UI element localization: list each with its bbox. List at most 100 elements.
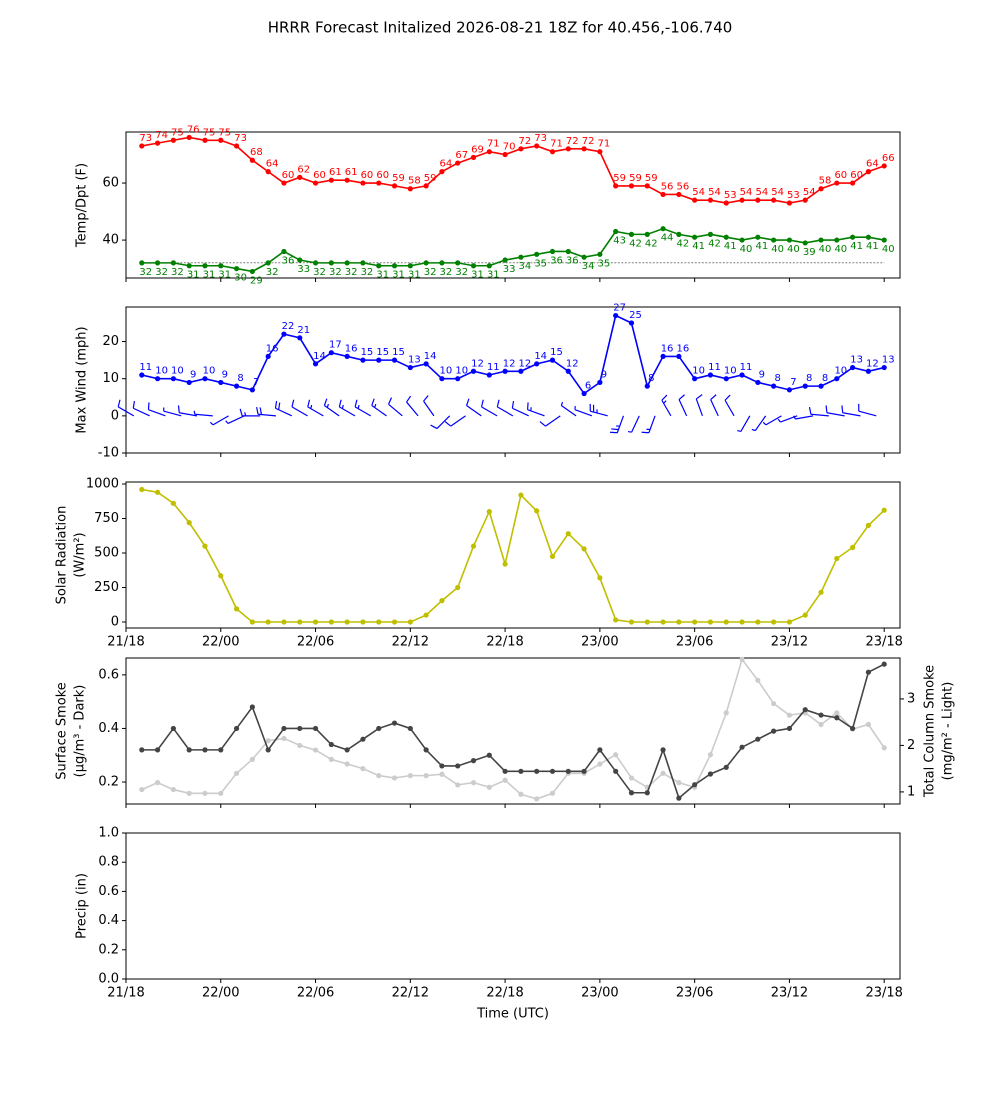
data-label: 60: [850, 170, 863, 181]
series-line: [141, 136, 885, 204]
data-label: 59: [645, 173, 658, 184]
data-point: [565, 368, 571, 374]
data-label: 16: [266, 343, 279, 354]
data-label: 9: [190, 369, 196, 380]
data-point: [818, 237, 824, 243]
data-label: 40: [787, 244, 800, 255]
data-point: [534, 251, 540, 257]
data-label: 32: [155, 267, 168, 278]
data-point: [312, 725, 319, 732]
wind-barb: [793, 415, 814, 420]
data-point: [360, 619, 366, 625]
data-label: 31: [408, 270, 421, 281]
data-point: [692, 376, 698, 382]
data-point: [233, 770, 240, 776]
data-label: 9: [601, 369, 607, 380]
data-point: [739, 619, 745, 625]
data-point: [865, 234, 872, 240]
data-label: 68: [250, 147, 263, 158]
data-point: [565, 146, 571, 152]
data-point: [676, 191, 682, 198]
data-point: [391, 357, 398, 363]
data-label: 9: [222, 369, 228, 380]
data-label: 40: [740, 244, 753, 255]
data-point: [644, 183, 650, 189]
data-point: [518, 768, 524, 774]
data-point: [502, 561, 508, 567]
data-label: 41: [850, 241, 863, 252]
x-tick-label: 23/12: [771, 635, 808, 650]
data-point: [439, 598, 445, 604]
data-label: 17: [329, 340, 342, 351]
data-point: [407, 263, 413, 269]
data-label: 32: [455, 267, 468, 278]
data-label: 60: [361, 170, 374, 181]
data-label: 32: [313, 267, 326, 278]
wind-barb: [465, 398, 482, 417]
wind-barb: [444, 415, 466, 427]
data-label: 10: [203, 366, 216, 377]
data-point: [581, 254, 587, 260]
y-tick-label: -10: [98, 446, 119, 461]
data-point: [502, 151, 508, 158]
data-point: [739, 744, 745, 750]
series-line: [141, 663, 885, 800]
series-line: [141, 488, 885, 623]
data-point: [534, 768, 540, 774]
data-label: 60: [282, 170, 295, 181]
data-point: [376, 773, 382, 779]
data-label: 10: [455, 366, 468, 377]
data-point: [755, 736, 761, 742]
data-point: [723, 764, 729, 770]
data-point: [834, 555, 840, 562]
data-label: 32: [345, 267, 358, 278]
data-label: 11: [740, 362, 753, 373]
data-point: [818, 589, 824, 595]
data-point: [613, 312, 619, 319]
data-point: [139, 747, 145, 753]
data-label: 40: [882, 244, 895, 255]
data-label: 14: [313, 351, 326, 362]
data-point: [597, 747, 603, 753]
data-point: [660, 770, 666, 776]
data-label: 69: [471, 144, 484, 155]
data-label: 10: [724, 366, 737, 377]
data-point: [154, 376, 161, 382]
data-point: [202, 376, 208, 382]
data-point: [328, 177, 334, 183]
data-point: [755, 619, 761, 625]
data-label: 61: [345, 167, 358, 178]
x-tick-label: 22/12: [392, 635, 429, 650]
data-point: [549, 357, 556, 363]
data-label: 67: [455, 150, 468, 161]
data-point: [818, 383, 824, 389]
data-label: 12: [503, 358, 516, 369]
data-point: [786, 725, 793, 732]
data-point: [360, 180, 366, 186]
y-tick-label: 0.2: [98, 942, 119, 957]
data-point: [233, 606, 240, 612]
data-point: [218, 137, 224, 143]
data-label: 15: [550, 347, 563, 358]
data-point: [312, 180, 319, 186]
x-tick-label: 22/18: [486, 986, 523, 1001]
y-tick-label: 0.6: [98, 667, 119, 682]
data-label: 8: [648, 373, 654, 384]
data-label: 42: [676, 238, 689, 249]
data-point: [186, 747, 192, 753]
data-label: 31: [471, 270, 484, 281]
y-axis-label: Temp/Dpt (F): [75, 163, 90, 248]
data-label: 62: [297, 164, 310, 175]
data-point: [518, 492, 524, 498]
data-point: [628, 790, 635, 796]
y-tick-label: 0: [111, 408, 119, 423]
data-point: [881, 364, 887, 371]
data-point: [565, 531, 571, 537]
data-label: 58: [819, 176, 832, 187]
data-point: [139, 372, 145, 378]
data-point: [202, 137, 208, 143]
data-point: [581, 546, 587, 552]
data-point: [692, 197, 698, 203]
y-tick-label: 1.0: [98, 826, 119, 841]
